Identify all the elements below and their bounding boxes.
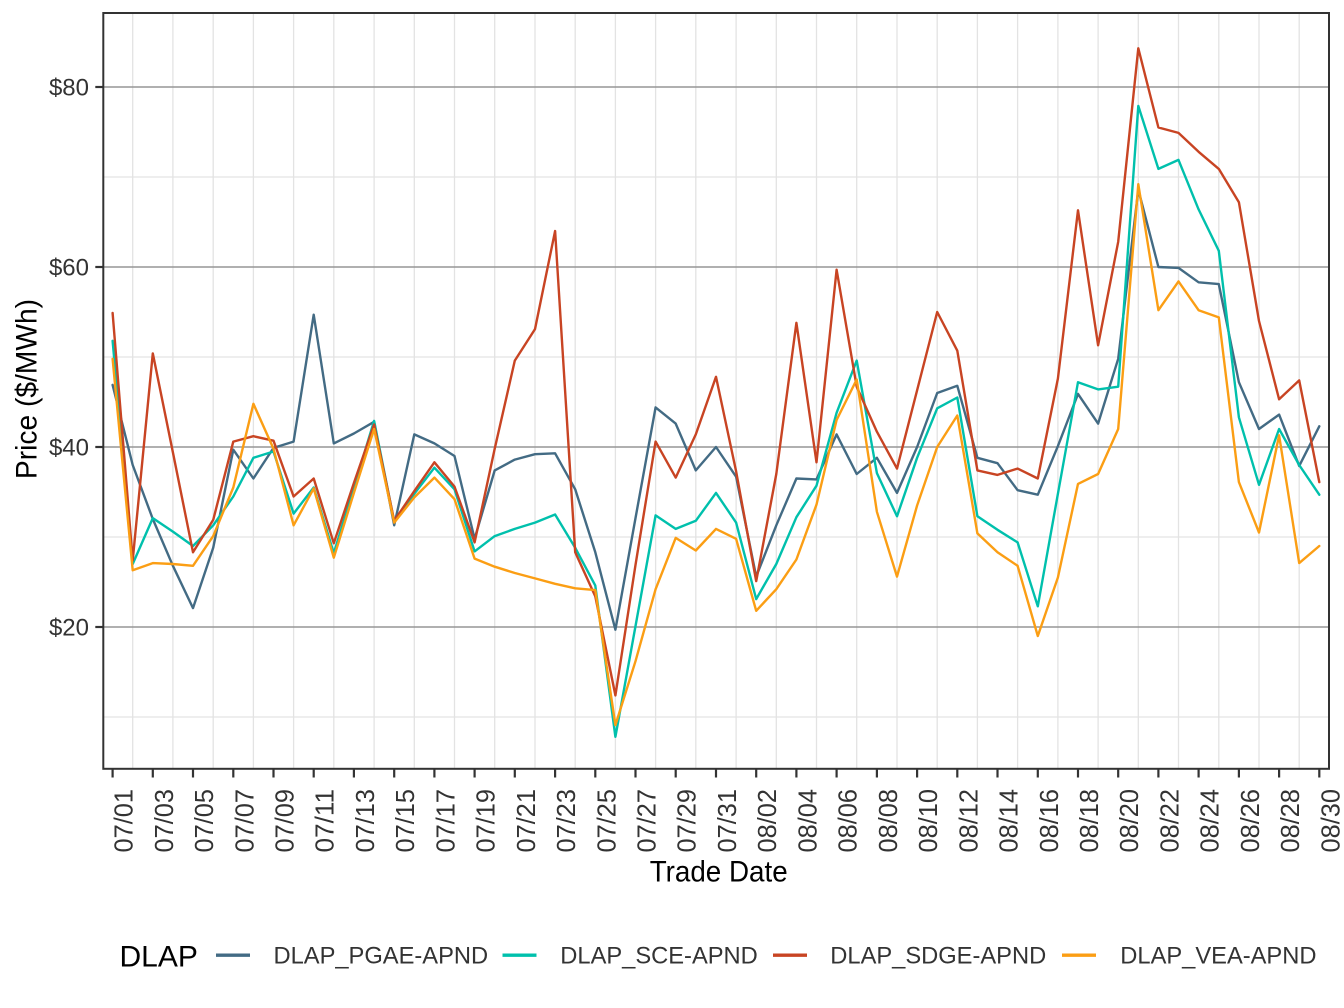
svg-text:08/30: 08/30 — [1315, 789, 1344, 853]
svg-text:07/25: 07/25 — [591, 789, 621, 853]
svg-text:DLAP_PGAE-APND: DLAP_PGAE-APND — [274, 943, 489, 969]
svg-text:07/11: 07/11 — [310, 789, 340, 853]
svg-text:08/26: 08/26 — [1235, 789, 1265, 853]
svg-text:08/16: 08/16 — [1034, 789, 1064, 853]
svg-text:08/22: 08/22 — [1154, 789, 1184, 853]
svg-text:07/31: 07/31 — [712, 789, 742, 853]
svg-text:07/21: 07/21 — [511, 789, 541, 853]
svg-text:08/12: 08/12 — [953, 789, 983, 853]
svg-text:08/14: 08/14 — [994, 789, 1024, 853]
svg-text:DLAP: DLAP — [120, 941, 198, 974]
svg-text:07/01: 07/01 — [109, 789, 139, 853]
svg-text:DLAP_SDGE-APND: DLAP_SDGE-APND — [830, 943, 1046, 969]
svg-text:DLAP_SCE-APND: DLAP_SCE-APND — [560, 943, 757, 969]
svg-text:DLAP_VEA-APND: DLAP_VEA-APND — [1120, 943, 1316, 969]
svg-text:07/17: 07/17 — [430, 789, 460, 853]
svg-text:08/18: 08/18 — [1074, 789, 1104, 853]
svg-text:08/02: 08/02 — [752, 789, 782, 853]
svg-text:$40: $40 — [49, 435, 89, 462]
svg-text:07/07: 07/07 — [229, 789, 259, 853]
svg-text:07/29: 07/29 — [672, 789, 702, 853]
svg-text:$20: $20 — [49, 615, 89, 642]
svg-text:08/06: 08/06 — [833, 789, 863, 853]
svg-text:08/10: 08/10 — [913, 789, 943, 853]
svg-text:07/27: 07/27 — [632, 789, 662, 853]
svg-text:07/13: 07/13 — [350, 789, 380, 853]
svg-text:08/20: 08/20 — [1114, 789, 1144, 853]
svg-text:07/03: 07/03 — [149, 789, 179, 853]
svg-text:07/09: 07/09 — [270, 789, 300, 853]
svg-text:08/04: 08/04 — [792, 789, 822, 853]
svg-text:Trade Date: Trade Date — [650, 856, 788, 889]
svg-text:08/24: 08/24 — [1195, 789, 1225, 853]
svg-text:$80: $80 — [49, 75, 89, 102]
svg-text:07/05: 07/05 — [189, 789, 219, 853]
svg-text:08/28: 08/28 — [1275, 789, 1305, 853]
svg-text:07/15: 07/15 — [390, 789, 420, 853]
svg-text:08/08: 08/08 — [873, 789, 903, 853]
svg-text:Price ($/MWh): Price ($/MWh) — [11, 299, 44, 479]
svg-text:07/19: 07/19 — [471, 789, 501, 853]
svg-text:$60: $60 — [49, 255, 89, 282]
svg-text:07/23: 07/23 — [551, 789, 581, 853]
